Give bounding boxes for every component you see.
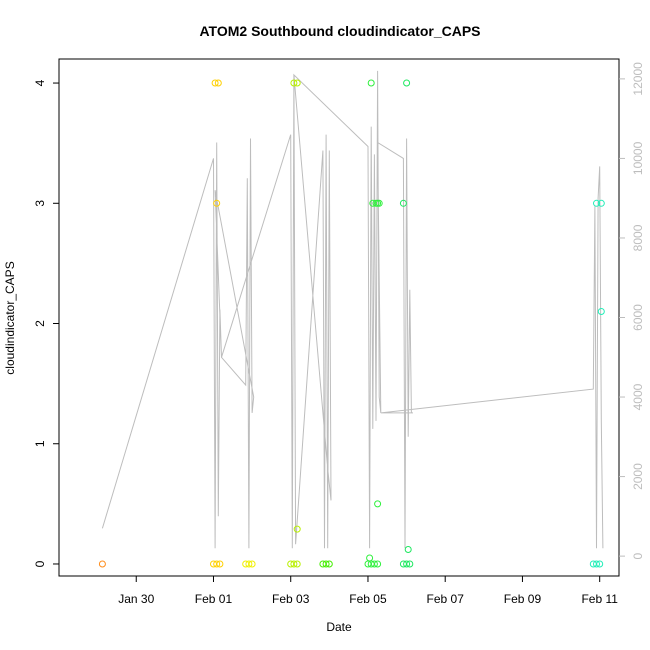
- data-point: [322, 560, 330, 568]
- points-layer: [98, 79, 605, 568]
- y2-tick-label: 6000: [631, 304, 645, 331]
- data-point: [290, 79, 298, 87]
- data-point: [293, 560, 301, 568]
- data-point: [213, 199, 221, 207]
- plot-frame: [58, 58, 620, 577]
- y-tick-label: 2: [33, 320, 47, 327]
- x-axis-title: Date: [326, 620, 352, 634]
- data-point: [370, 560, 378, 568]
- y2-tick-label: 8000: [631, 224, 645, 251]
- y2-tick-label: 2000: [631, 463, 645, 490]
- data-point: [403, 560, 411, 568]
- data-point: [293, 79, 301, 87]
- y2-axis: 0 2000 4000 6000 8000 10000 12000: [619, 62, 645, 559]
- x-tick-label: Feb 09: [504, 592, 542, 606]
- data-point: [248, 560, 256, 568]
- data-point: [211, 79, 219, 87]
- data-point: [399, 199, 407, 207]
- y-tick-label: 0: [33, 560, 47, 567]
- data-point: [98, 560, 106, 568]
- data-point: [213, 560, 221, 568]
- secondary-line-layer: [101, 70, 604, 549]
- data-point: [597, 199, 605, 207]
- x-tick-label: Feb 01: [195, 592, 233, 606]
- data-point: [593, 199, 600, 207]
- x-tick-label: Feb 07: [427, 592, 465, 606]
- data-point: [375, 199, 383, 207]
- data-point: [374, 500, 382, 508]
- y-axis: 0 1 2 3 4: [33, 79, 59, 567]
- y-tick-label: 3: [33, 200, 47, 207]
- y-tick-label: 4: [33, 79, 47, 86]
- data-point: [325, 560, 333, 568]
- y2-tick-label: 10000: [631, 141, 645, 175]
- y-axis-title: cloudindicator_CAPS: [3, 261, 17, 374]
- data-point: [404, 546, 412, 553]
- data-point: [406, 560, 414, 568]
- x-tick-label: Feb 03: [272, 592, 310, 606]
- x-axis: Jan 30 Feb 01 Feb 03 Feb 05 Feb 07 Feb 09 Feb …: [118, 576, 618, 606]
- y2-tick-label: 0: [631, 552, 645, 559]
- data-point: [367, 79, 375, 87]
- x-tick-label: Jan 30: [118, 592, 154, 606]
- data-point: [216, 560, 224, 568]
- data-point: [593, 560, 600, 568]
- x-tick-label: Feb 05: [349, 592, 387, 606]
- x-tick-label: Feb 11: [581, 592, 618, 606]
- y2-tick-label: 4000: [631, 383, 645, 410]
- data-point: [293, 525, 301, 533]
- data-point: [597, 308, 605, 315]
- data-point: [403, 79, 411, 87]
- y2-tick-label: 12000: [631, 62, 645, 96]
- y-tick-label: 1: [33, 440, 47, 447]
- data-point: [596, 560, 604, 568]
- secondary-series-line: [101, 70, 604, 549]
- data-point: [290, 560, 298, 568]
- chart-title: ATOM2 Southbound cloudindicator_CAPS: [199, 23, 480, 39]
- data-point: [245, 560, 253, 568]
- data-point: [374, 560, 382, 568]
- data-point: [366, 554, 374, 562]
- data-point: [214, 79, 222, 87]
